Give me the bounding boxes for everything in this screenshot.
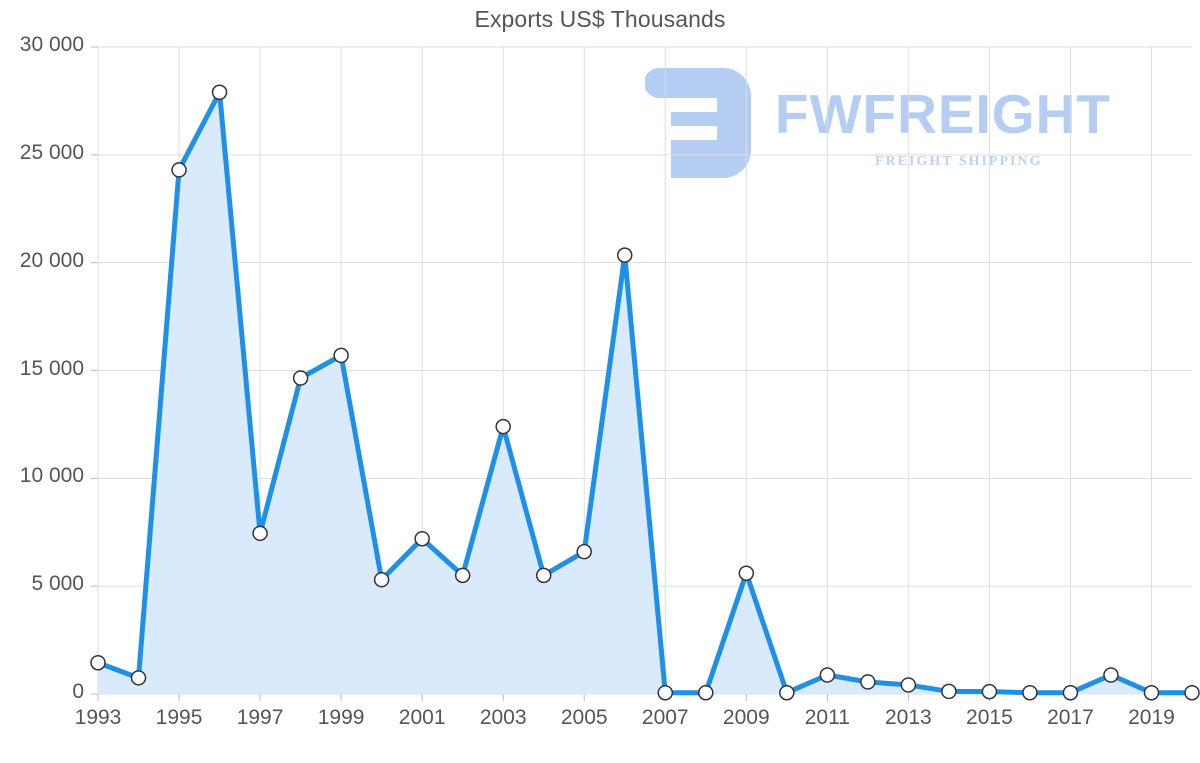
data-point-marker[interactable]	[535, 567, 552, 584]
data-point-marker[interactable]	[373, 571, 390, 588]
x-axis-tick-label: 1995	[155, 706, 203, 729]
area-fill-path	[98, 92, 1192, 695]
x-axis-tick-label: 1997	[236, 706, 284, 729]
x-axis-tick-label: 2013	[885, 706, 932, 729]
x-axis-tick-label: 2007	[641, 706, 689, 729]
x-axis-tick-label: 1993	[74, 706, 122, 729]
data-point-marker[interactable]	[819, 667, 836, 683]
x-axis-tick-label: 2019	[1128, 706, 1175, 729]
data-point-marker[interactable]	[576, 543, 592, 560]
data-point-marker[interactable]	[333, 347, 349, 364]
data-point-markers	[90, 84, 1200, 701]
data-point-marker[interactable]	[738, 565, 755, 581]
x-axis-tick-label: 2009	[722, 706, 770, 729]
data-point-marker[interactable]	[130, 670, 147, 686]
x-axis-tick-label: 2001	[398, 706, 446, 729]
data-point-marker[interactable]	[252, 525, 268, 542]
data-point-marker[interactable]	[860, 674, 876, 690]
y-axis-tick-label: 15 000	[19, 356, 84, 380]
x-axis-tick-label: 2005	[560, 706, 608, 729]
data-point-marker[interactable]	[1022, 684, 1038, 701]
y-axis-tick-label: 20 000	[19, 248, 84, 272]
data-point-marker[interactable]	[1103, 667, 1119, 683]
data-point-marker[interactable]	[981, 683, 998, 700]
series-line-path	[95, 89, 1195, 696]
data-point-marker[interactable]	[1062, 684, 1079, 701]
y-axis-tick-label: 25 000	[19, 140, 84, 164]
x-axis-tick-label: 2011	[804, 706, 850, 729]
data-point-marker[interactable]	[779, 684, 795, 701]
y-axis-tick-label: 10 000	[19, 464, 84, 488]
x-axis-tick-label: 2015	[966, 706, 1013, 729]
y-axis-tick-label: 5 000	[31, 572, 84, 596]
data-point-marker[interactable]	[292, 370, 309, 386]
data-point-marker[interactable]	[1143, 684, 1160, 701]
x-axis-tick-label: 2003	[479, 706, 527, 729]
data-point-marker[interactable]	[90, 654, 106, 671]
series-line	[95, 89, 1195, 696]
data-point-marker[interactable]	[698, 684, 714, 701]
x-axis-tick-label: 1999	[317, 706, 365, 729]
area-fill	[98, 92, 1192, 695]
chart-title: Exports US$ Thousands	[474, 6, 726, 32]
data-point-marker[interactable]	[657, 684, 674, 701]
data-point-marker[interactable]	[1184, 684, 1200, 701]
y-axis-tick-label: 30 000	[19, 33, 84, 56]
data-point-marker[interactable]	[616, 247, 633, 263]
x-axis-tick-label: 2017	[1047, 706, 1094, 729]
data-point-marker[interactable]	[941, 683, 957, 700]
data-point-marker[interactable]	[900, 677, 917, 693]
data-point-marker[interactable]	[211, 84, 228, 101]
data-point-marker[interactable]	[171, 162, 187, 178]
data-point-marker[interactable]	[454, 567, 471, 584]
y-axis-tick-label: 0	[72, 680, 84, 703]
data-point-marker[interactable]	[495, 418, 511, 435]
data-point-marker[interactable]	[414, 530, 430, 547]
